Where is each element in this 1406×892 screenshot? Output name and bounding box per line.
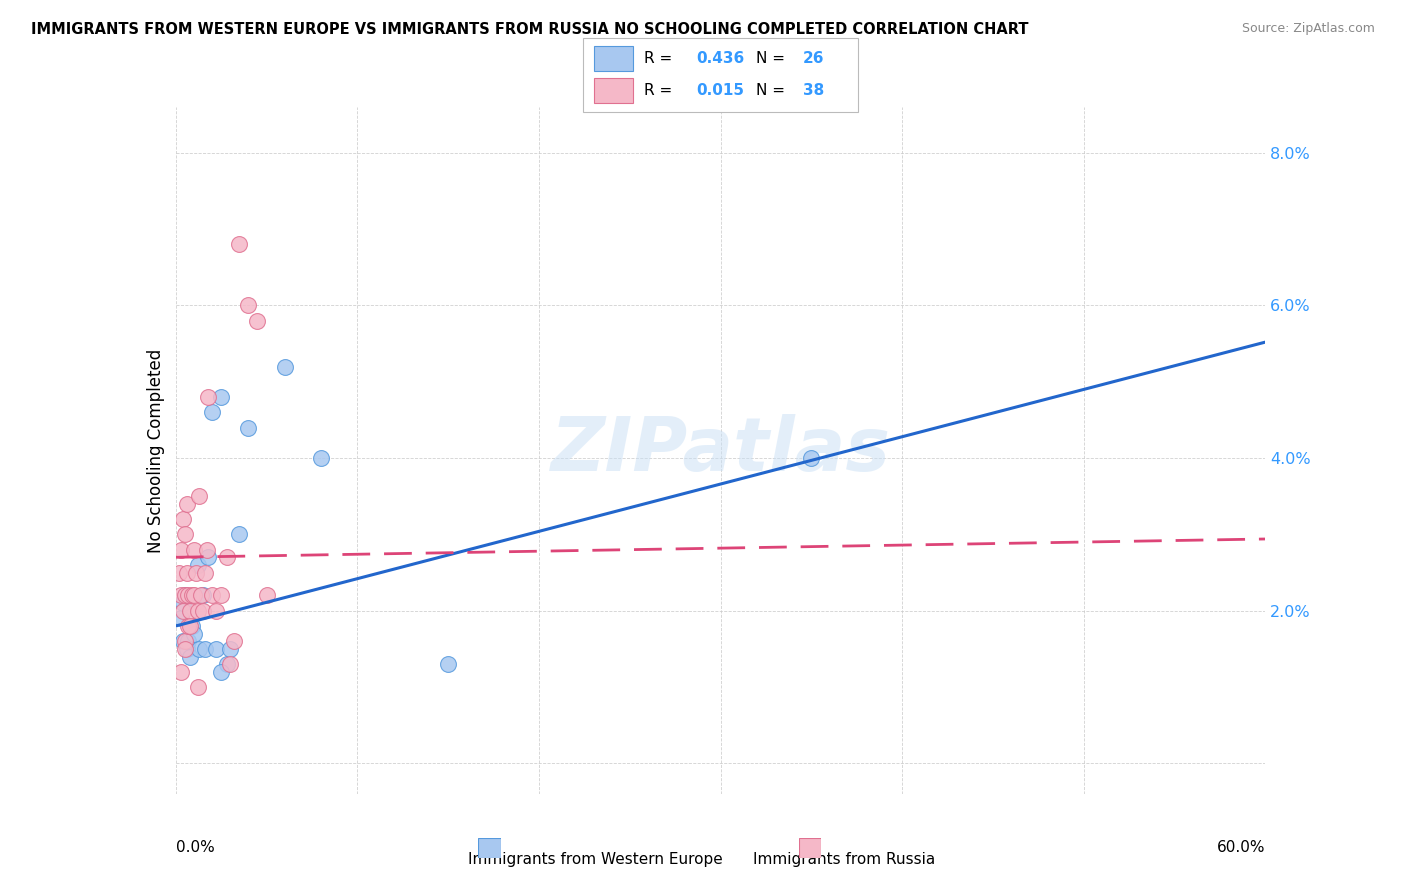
Point	[186, 680, 209, 694]
Point	[209, 390, 232, 404]
Point	[256, 589, 278, 603]
Point	[238, 298, 260, 312]
Text: 0.436: 0.436	[696, 51, 744, 66]
Point	[197, 390, 219, 404]
Point	[191, 589, 214, 603]
Text: N =: N =	[756, 83, 790, 98]
Point	[176, 566, 198, 580]
Point	[228, 527, 250, 541]
Point	[173, 641, 195, 656]
Point	[437, 657, 460, 672]
Point	[183, 626, 205, 640]
FancyBboxPatch shape	[595, 45, 633, 70]
Text: 0.0%: 0.0%	[176, 839, 215, 855]
Point	[188, 641, 211, 656]
Point	[195, 542, 218, 557]
Point	[173, 589, 195, 603]
Point	[238, 420, 260, 434]
Point	[177, 589, 200, 603]
Text: 38: 38	[803, 83, 824, 98]
Point	[170, 542, 193, 557]
Point	[197, 550, 219, 565]
Point	[219, 657, 242, 672]
Text: Source: ZipAtlas.com: Source: ZipAtlas.com	[1241, 22, 1375, 36]
Point	[170, 665, 193, 679]
Point	[201, 589, 224, 603]
Point	[222, 634, 245, 648]
Point	[201, 405, 224, 419]
Point	[181, 589, 204, 603]
Text: 60.0%: 60.0%	[1218, 839, 1265, 855]
Text: Immigrants from Russia: Immigrants from Russia	[752, 852, 935, 867]
Point	[170, 589, 193, 603]
Point	[183, 589, 205, 603]
Point	[179, 619, 201, 633]
Point	[172, 512, 194, 526]
Point	[215, 657, 238, 672]
Point	[186, 604, 209, 618]
Point	[173, 589, 195, 603]
Point	[177, 619, 200, 633]
Text: 26: 26	[803, 51, 824, 66]
Point	[176, 641, 198, 656]
Point	[173, 527, 195, 541]
Point	[209, 589, 232, 603]
Point	[170, 611, 193, 625]
Point	[176, 497, 198, 511]
Text: Immigrants from Western Europe: Immigrants from Western Europe	[468, 852, 723, 867]
Point	[190, 589, 212, 603]
Point	[219, 641, 242, 656]
Point	[177, 634, 200, 648]
Text: IMMIGRANTS FROM WESTERN EUROPE VS IMMIGRANTS FROM RUSSIA NO SCHOOLING COMPLETED : IMMIGRANTS FROM WESTERN EUROPE VS IMMIGR…	[31, 22, 1028, 37]
Text: R =: R =	[644, 51, 676, 66]
Point	[194, 641, 217, 656]
Point	[188, 489, 211, 503]
Point	[246, 314, 269, 328]
FancyBboxPatch shape	[595, 78, 633, 103]
Point	[172, 604, 194, 618]
Point	[209, 665, 232, 679]
Text: R =: R =	[644, 83, 676, 98]
Text: ZIPatlas: ZIPatlas	[551, 414, 890, 487]
Text: N =: N =	[756, 51, 790, 66]
Point	[183, 542, 205, 557]
Y-axis label: No Schooling Completed: No Schooling Completed	[146, 349, 165, 552]
Point	[179, 649, 201, 664]
Point	[169, 566, 191, 580]
Point	[204, 604, 226, 618]
Point	[179, 604, 201, 618]
Point	[172, 634, 194, 648]
Point	[309, 451, 332, 466]
Point	[184, 566, 207, 580]
Point	[800, 451, 823, 466]
Point	[215, 550, 238, 565]
Point	[172, 596, 194, 610]
Point	[191, 604, 214, 618]
Point	[186, 558, 209, 572]
Point	[181, 619, 204, 633]
Point	[204, 641, 226, 656]
Point	[274, 359, 297, 374]
Point	[194, 566, 217, 580]
Point	[173, 634, 195, 648]
Point	[228, 237, 250, 252]
Text: 0.015: 0.015	[696, 83, 744, 98]
FancyBboxPatch shape	[583, 38, 858, 112]
